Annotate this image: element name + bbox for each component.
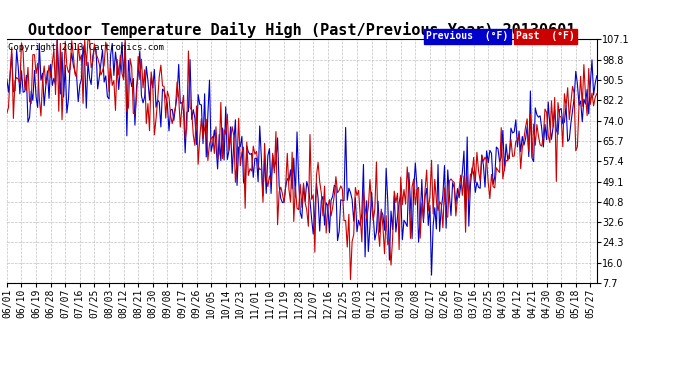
Title: Outdoor Temperature Daily High (Past/Previous Year) 20130601: Outdoor Temperature Daily High (Past/Pre… [28, 22, 575, 38]
Text: Previous  (°F): Previous (°F) [426, 32, 509, 41]
Text: Past  (°F): Past (°F) [516, 32, 575, 41]
Text: Copyright 2013 Cartronics.com: Copyright 2013 Cartronics.com [8, 43, 164, 52]
